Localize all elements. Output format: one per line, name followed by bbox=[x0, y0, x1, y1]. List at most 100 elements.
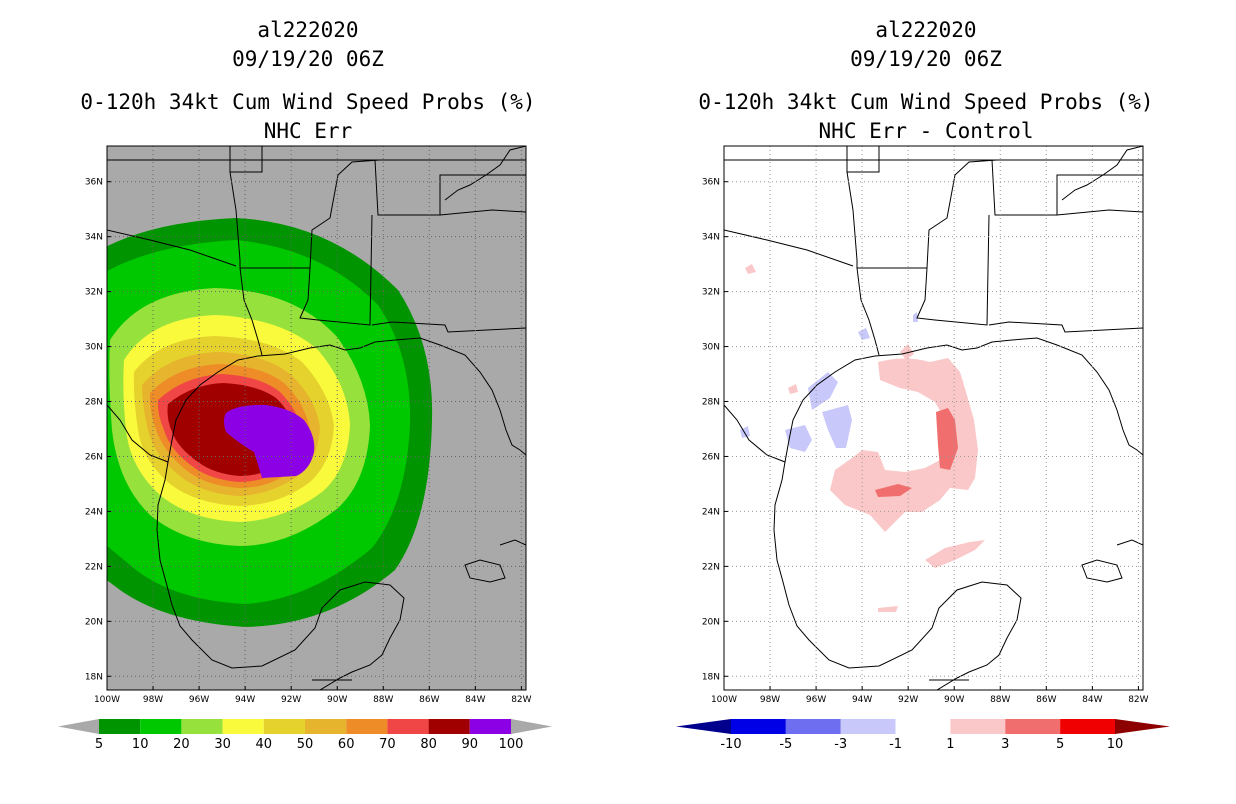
left-product-title: 0-120h 34kt Cum Wind Speed Probs (%) bbox=[80, 90, 535, 114]
lon-tick-label: 100W bbox=[711, 695, 737, 705]
lon-tick-label: 84W bbox=[465, 695, 485, 705]
lon-tick-label: 100W bbox=[94, 695, 120, 705]
right-map bbox=[724, 146, 1143, 690]
right-colorbar: -10 -5 -3 -1 1 3 5 10 bbox=[676, 719, 1170, 752]
lon-tick-label: 86W bbox=[419, 695, 439, 705]
diff-positive-3-5-b bbox=[875, 484, 912, 497]
right-panel: al222020 09/19/20 06Z 0-120h 34kt Cum Wi… bbox=[676, 18, 1170, 752]
lon-tick-label: 94W bbox=[852, 695, 872, 705]
lon-tick-label: 86W bbox=[1036, 695, 1056, 705]
right-coastlines bbox=[724, 146, 1143, 690]
lat-tick-label: 36N bbox=[702, 178, 720, 188]
left-coastlines bbox=[107, 146, 526, 690]
left-map-frame bbox=[106, 145, 527, 691]
colorbar-segment bbox=[305, 719, 347, 734]
colorbar-segment bbox=[99, 719, 141, 734]
colorbar-label: 5 bbox=[95, 737, 103, 752]
lat-tick-label: 20N bbox=[702, 617, 720, 627]
left-storm-id: al222020 bbox=[257, 18, 358, 42]
left-gridlines bbox=[107, 146, 526, 690]
left-map bbox=[107, 146, 526, 690]
left-subtitle: NHC Err bbox=[264, 119, 353, 143]
colorbar-label: 90 bbox=[462, 737, 479, 752]
lat-tick-label: 18N bbox=[85, 672, 103, 682]
colorbar-label: 100 bbox=[499, 737, 524, 752]
lat-tick-label: 28N bbox=[85, 398, 103, 408]
lon-tick-label: 98W bbox=[143, 695, 163, 705]
lat-tick-label: 36N bbox=[85, 178, 103, 188]
colorbar-label: -5 bbox=[779, 737, 792, 752]
lat-tick-label: 30N bbox=[702, 343, 720, 353]
colorbar-segment bbox=[263, 719, 305, 734]
diff-positive-small-c bbox=[900, 344, 914, 360]
colorbar-label: 10 bbox=[1107, 737, 1124, 752]
diff-negative-a bbox=[808, 372, 838, 410]
colorbar-segment bbox=[840, 719, 896, 734]
diff-negative-f bbox=[913, 312, 918, 322]
colorbar-segment bbox=[387, 719, 429, 734]
diff-negative-e bbox=[858, 328, 870, 340]
lat-tick-label: 26N bbox=[702, 452, 720, 462]
colorbar-label: 10 bbox=[132, 737, 149, 752]
right-map-frame bbox=[723, 145, 1144, 691]
lat-tick-label: 26N bbox=[85, 452, 103, 462]
lat-tick-label: 30N bbox=[85, 343, 103, 353]
colorbar-label: -10 bbox=[720, 737, 741, 752]
lon-tick-label: 94W bbox=[235, 695, 255, 705]
colorbar-low-arrow bbox=[676, 719, 731, 734]
lat-tick-label: 32N bbox=[702, 288, 720, 298]
lon-tick-label: 90W bbox=[944, 695, 964, 705]
colorbar-label: 40 bbox=[256, 737, 273, 752]
left-axis-ticks: 100W 98W 96W 94W 92W 90W 88W 86W 84W 82W 36N 34N 32N… bbox=[85, 178, 532, 705]
colorbar-high-arrow bbox=[1115, 719, 1170, 734]
lon-tick-label: 96W bbox=[806, 695, 826, 705]
lon-tick-label: 92W bbox=[281, 695, 301, 705]
right-gridlines bbox=[724, 146, 1143, 690]
lat-tick-label: 28N bbox=[702, 398, 720, 408]
lat-tick-label: 18N bbox=[702, 672, 720, 682]
colorbar-label: 5 bbox=[1056, 737, 1064, 752]
colorbar-segment bbox=[428, 719, 470, 734]
colorbar-segment bbox=[731, 719, 786, 734]
colorbar-segment bbox=[1060, 719, 1115, 734]
lon-tick-label: 82W bbox=[511, 695, 531, 705]
lat-tick-label: 22N bbox=[85, 562, 103, 572]
colorbar-segment bbox=[785, 719, 841, 734]
lon-tick-label: 88W bbox=[373, 695, 393, 705]
colorbar-label: 70 bbox=[379, 737, 396, 752]
diff-negative-c bbox=[785, 425, 812, 452]
lon-tick-label: 88W bbox=[990, 695, 1010, 705]
prob-band-90 bbox=[224, 404, 315, 478]
colorbar-segment bbox=[222, 719, 264, 734]
colorbar-label: 30 bbox=[214, 737, 231, 752]
colorbar-low-arrow bbox=[58, 719, 99, 734]
right-datetime: 09/19/20 06Z bbox=[850, 47, 1002, 71]
right-subtitle: NHC Err - Control bbox=[819, 119, 1034, 143]
diff-positive-small-d bbox=[745, 264, 756, 274]
colorbar-segment bbox=[181, 719, 223, 734]
lon-tick-label: 92W bbox=[898, 695, 918, 705]
colorbar-label: 20 bbox=[173, 737, 190, 752]
lat-tick-label: 24N bbox=[85, 507, 103, 517]
colorbar-label: -3 bbox=[834, 737, 847, 752]
colorbar-segment bbox=[346, 719, 388, 734]
left-panel: al222020 09/19/20 06Z 0-120h 34kt Cum Wi… bbox=[58, 18, 552, 752]
colorbar-high-arrow bbox=[511, 719, 552, 734]
diff-positive-small-a bbox=[925, 540, 985, 568]
lon-tick-label: 90W bbox=[327, 695, 347, 705]
lon-tick-label: 84W bbox=[1082, 695, 1102, 705]
right-storm-id: al222020 bbox=[875, 18, 976, 42]
lat-tick-label: 24N bbox=[702, 507, 720, 517]
colorbar-segment bbox=[895, 719, 951, 734]
colorbar-label: 3 bbox=[1001, 737, 1009, 752]
colorbar-label: -1 bbox=[889, 737, 902, 752]
colorbar-segment bbox=[1005, 719, 1061, 734]
lon-tick-label: 82W bbox=[1128, 695, 1148, 705]
lat-tick-label: 20N bbox=[85, 617, 103, 627]
colorbar-label: 60 bbox=[338, 737, 355, 752]
colorbar-segment bbox=[469, 719, 511, 734]
left-datetime: 09/19/20 06Z bbox=[232, 47, 384, 71]
colorbar-label: 1 bbox=[946, 737, 954, 752]
